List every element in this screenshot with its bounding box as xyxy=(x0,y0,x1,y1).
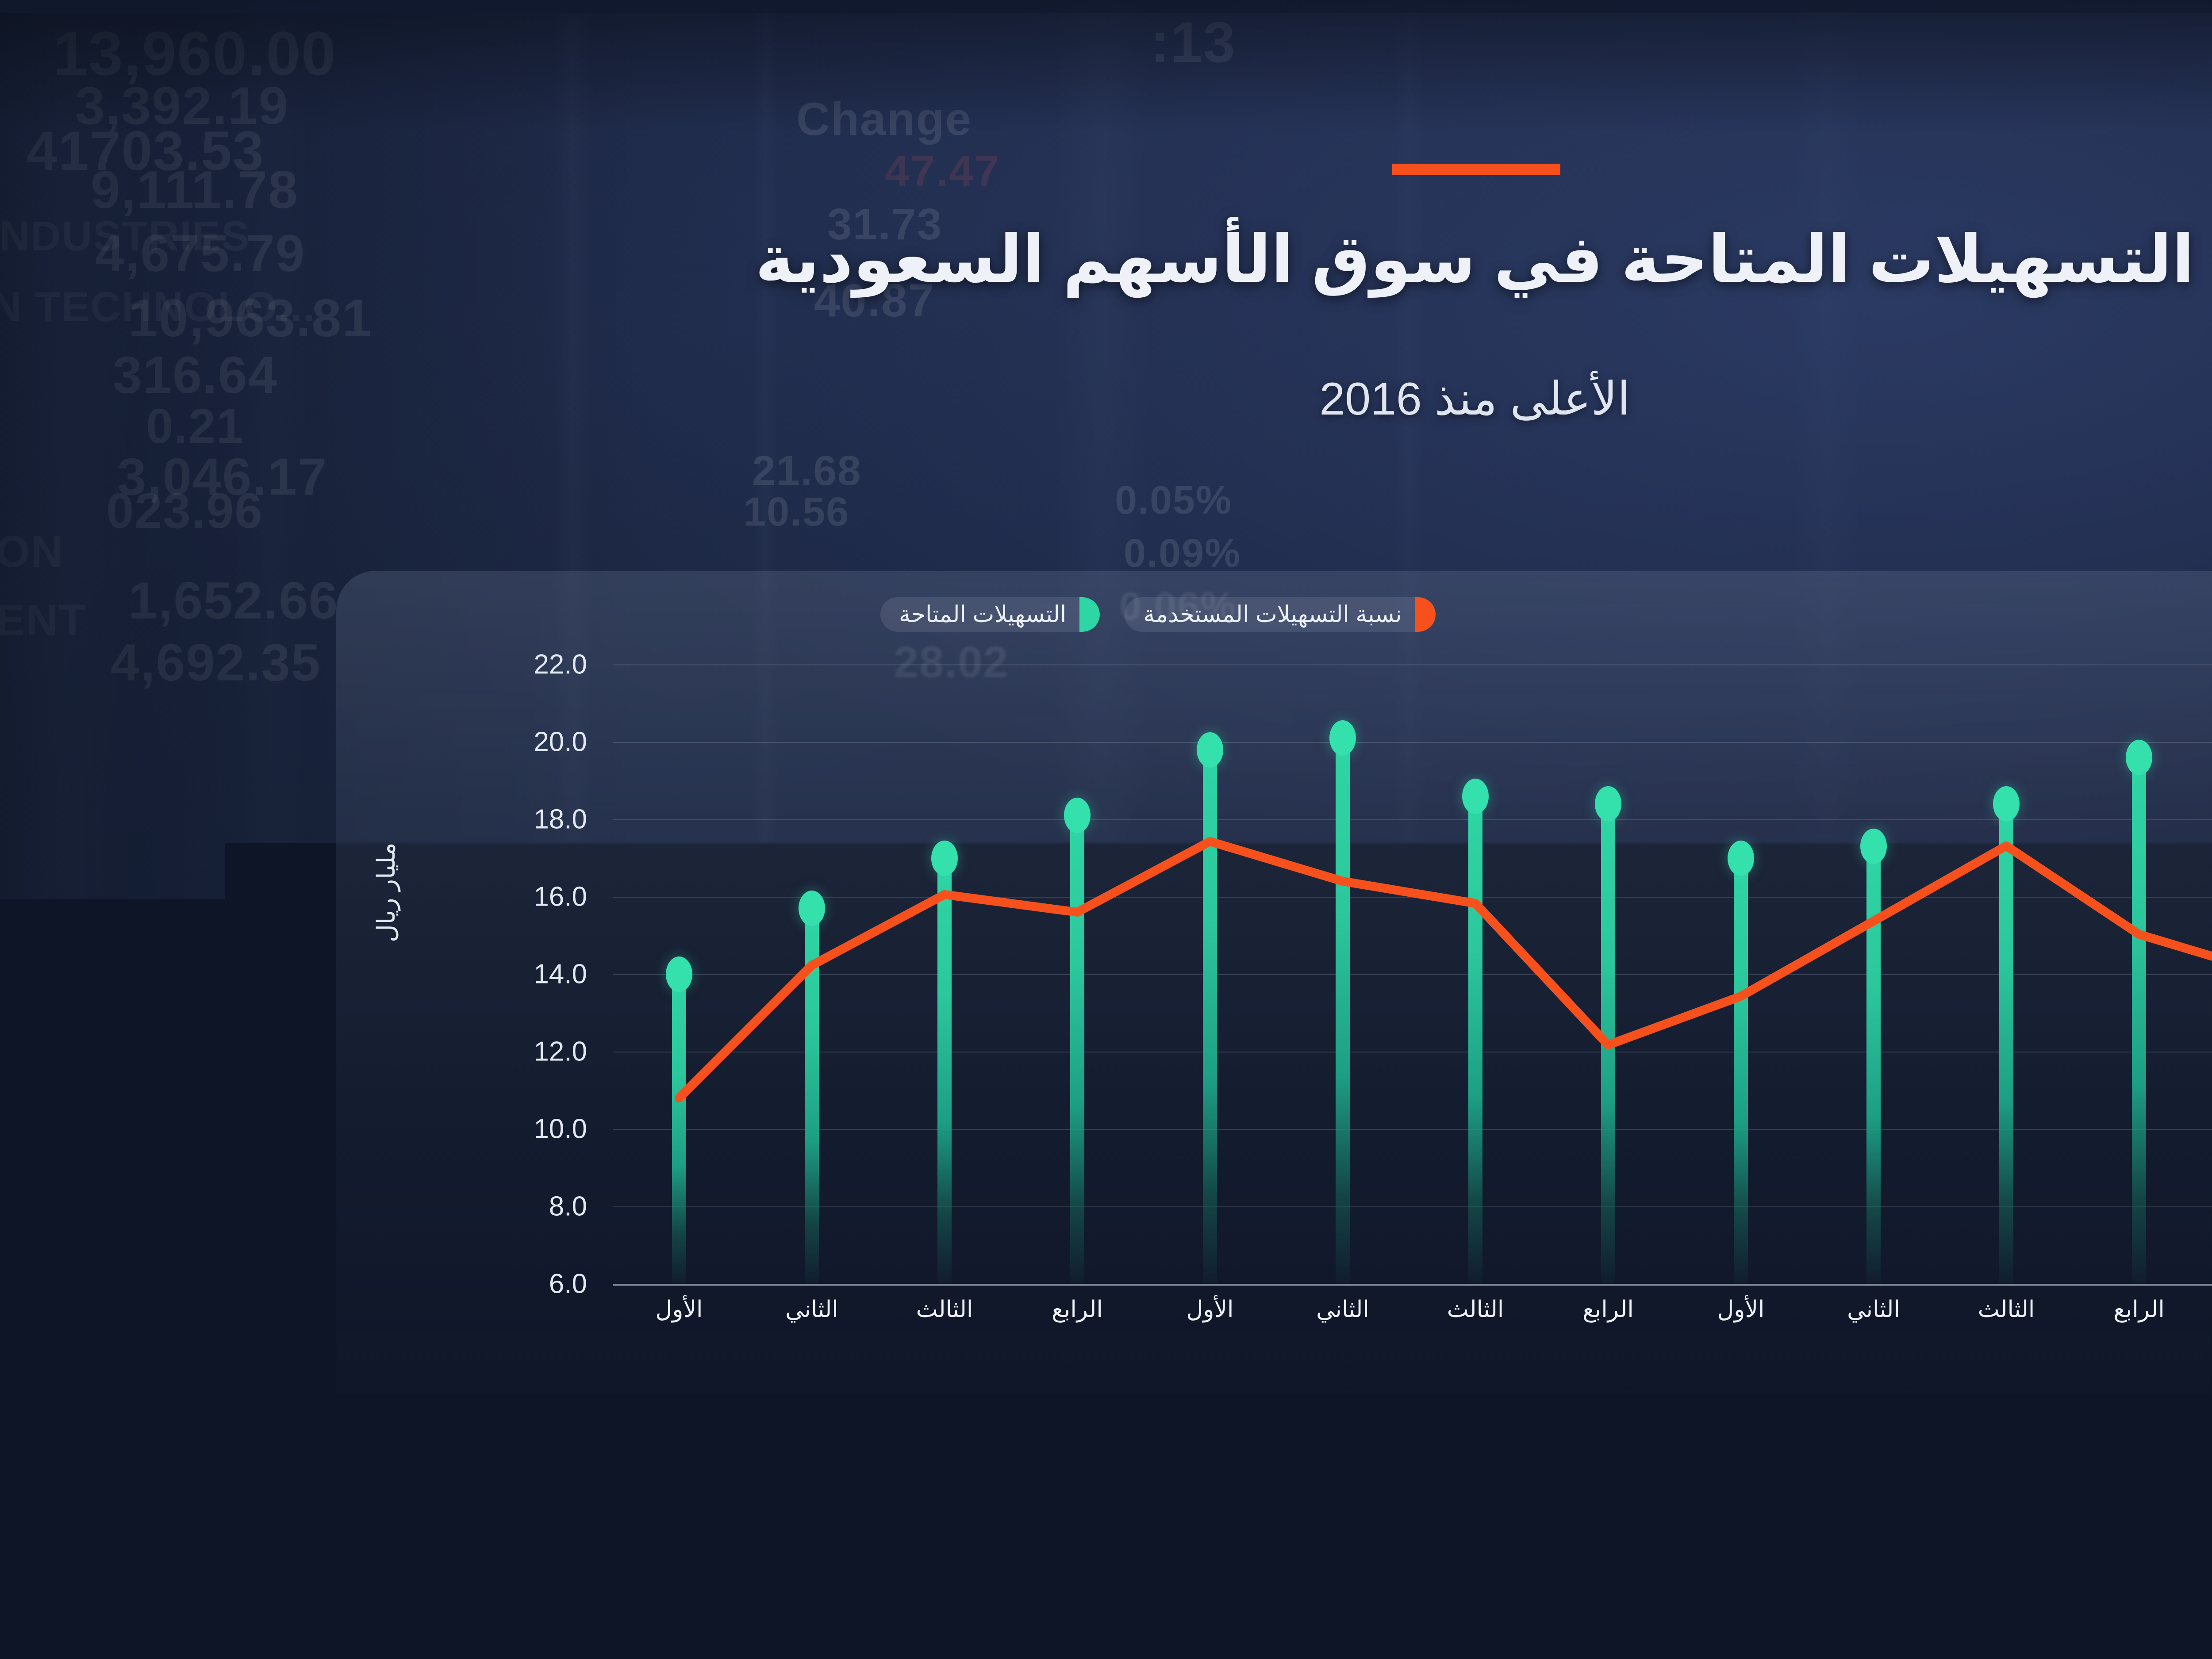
data-source: مصدر البيانات: هيئة السوق المالية xyxy=(146,1540,465,1566)
legend-item-available[interactable]: التسهيلات المتاحة xyxy=(880,597,1100,632)
page-title: التسهيلات المتاحة في سوق الأسهم السعودية xyxy=(0,221,2212,297)
legend-label-available: التسهيلات المتاحة xyxy=(895,601,1079,628)
top-bar xyxy=(0,0,2212,13)
x-axis-tick-label: الأول xyxy=(1717,1296,1765,1323)
y-axis-left-tick-label: 8.0 xyxy=(463,1191,587,1222)
line-series-used-ratio xyxy=(613,664,2212,1284)
x-axis-labels: الأول الثاني الثالث الرابع الأول الثاني الثالث… xyxy=(613,1296,2212,1345)
x-axis-tick-label: الرابع xyxy=(1582,1296,1634,1323)
y-axis-left-tick-label: 20.0 xyxy=(463,726,587,758)
y-axis-left-tick-label: 6.0 xyxy=(463,1268,587,1300)
year-label: 2021 xyxy=(835,1402,922,1436)
x-axis-tick-label: الثالث xyxy=(1447,1296,1504,1323)
year-label: 2023 xyxy=(1897,1402,1983,1436)
legend-item-used-ratio[interactable]: نسبة التسهيلات المستخدمة xyxy=(1125,597,1435,632)
accent-bar xyxy=(1392,164,1560,175)
y-axis-left-tick-label: 12.0 xyxy=(463,1036,587,1068)
x-axis-tick-label: الأول xyxy=(656,1296,703,1323)
legend-swatch-orange-icon xyxy=(1415,597,1436,632)
x-axis-tick-label: الثاني xyxy=(1847,1296,1900,1323)
x-axis-tick-label: الرابع xyxy=(2113,1296,2165,1323)
x-axis-tick-label: الأول xyxy=(1187,1296,1234,1323)
x-axis-tick-label: الثاني xyxy=(1316,1296,1369,1323)
y-axis-left-tick-label: 22.0 xyxy=(463,649,587,680)
year-label: 2022 xyxy=(1366,1402,1452,1436)
y-axis-left-tick-label: 18.0 xyxy=(463,804,587,835)
y-axis-title: مليار ريال xyxy=(372,843,401,942)
line-path-used-ratio xyxy=(679,841,2212,1098)
legend-swatch-teal-icon xyxy=(1079,597,1100,632)
x-axis-tick-label: الثاني xyxy=(785,1296,838,1323)
chart-legend: نسبة التسهيلات المستخدمة التسهيلات المتا… xyxy=(880,597,1436,632)
y-axis-left-tick-label: 14.0 xyxy=(463,959,587,990)
y-axis-left-tick-label: 10.0 xyxy=(463,1114,587,1145)
x-axis-tick-label: الرابع xyxy=(1052,1296,1103,1323)
grid-line xyxy=(613,1284,2212,1286)
bottom-bar xyxy=(0,1647,2212,1659)
x-axis-tick-label: الثالث xyxy=(916,1296,973,1323)
y-axis-left-tick-label: 16.0 xyxy=(463,881,587,913)
page-subtitle: الأعلى منذ 2016 xyxy=(0,372,2212,426)
x-axis-tick-label: الثالث xyxy=(1978,1296,2035,1323)
legend-label-used-ratio: نسبة التسهيلات المستخدمة xyxy=(1140,601,1415,628)
